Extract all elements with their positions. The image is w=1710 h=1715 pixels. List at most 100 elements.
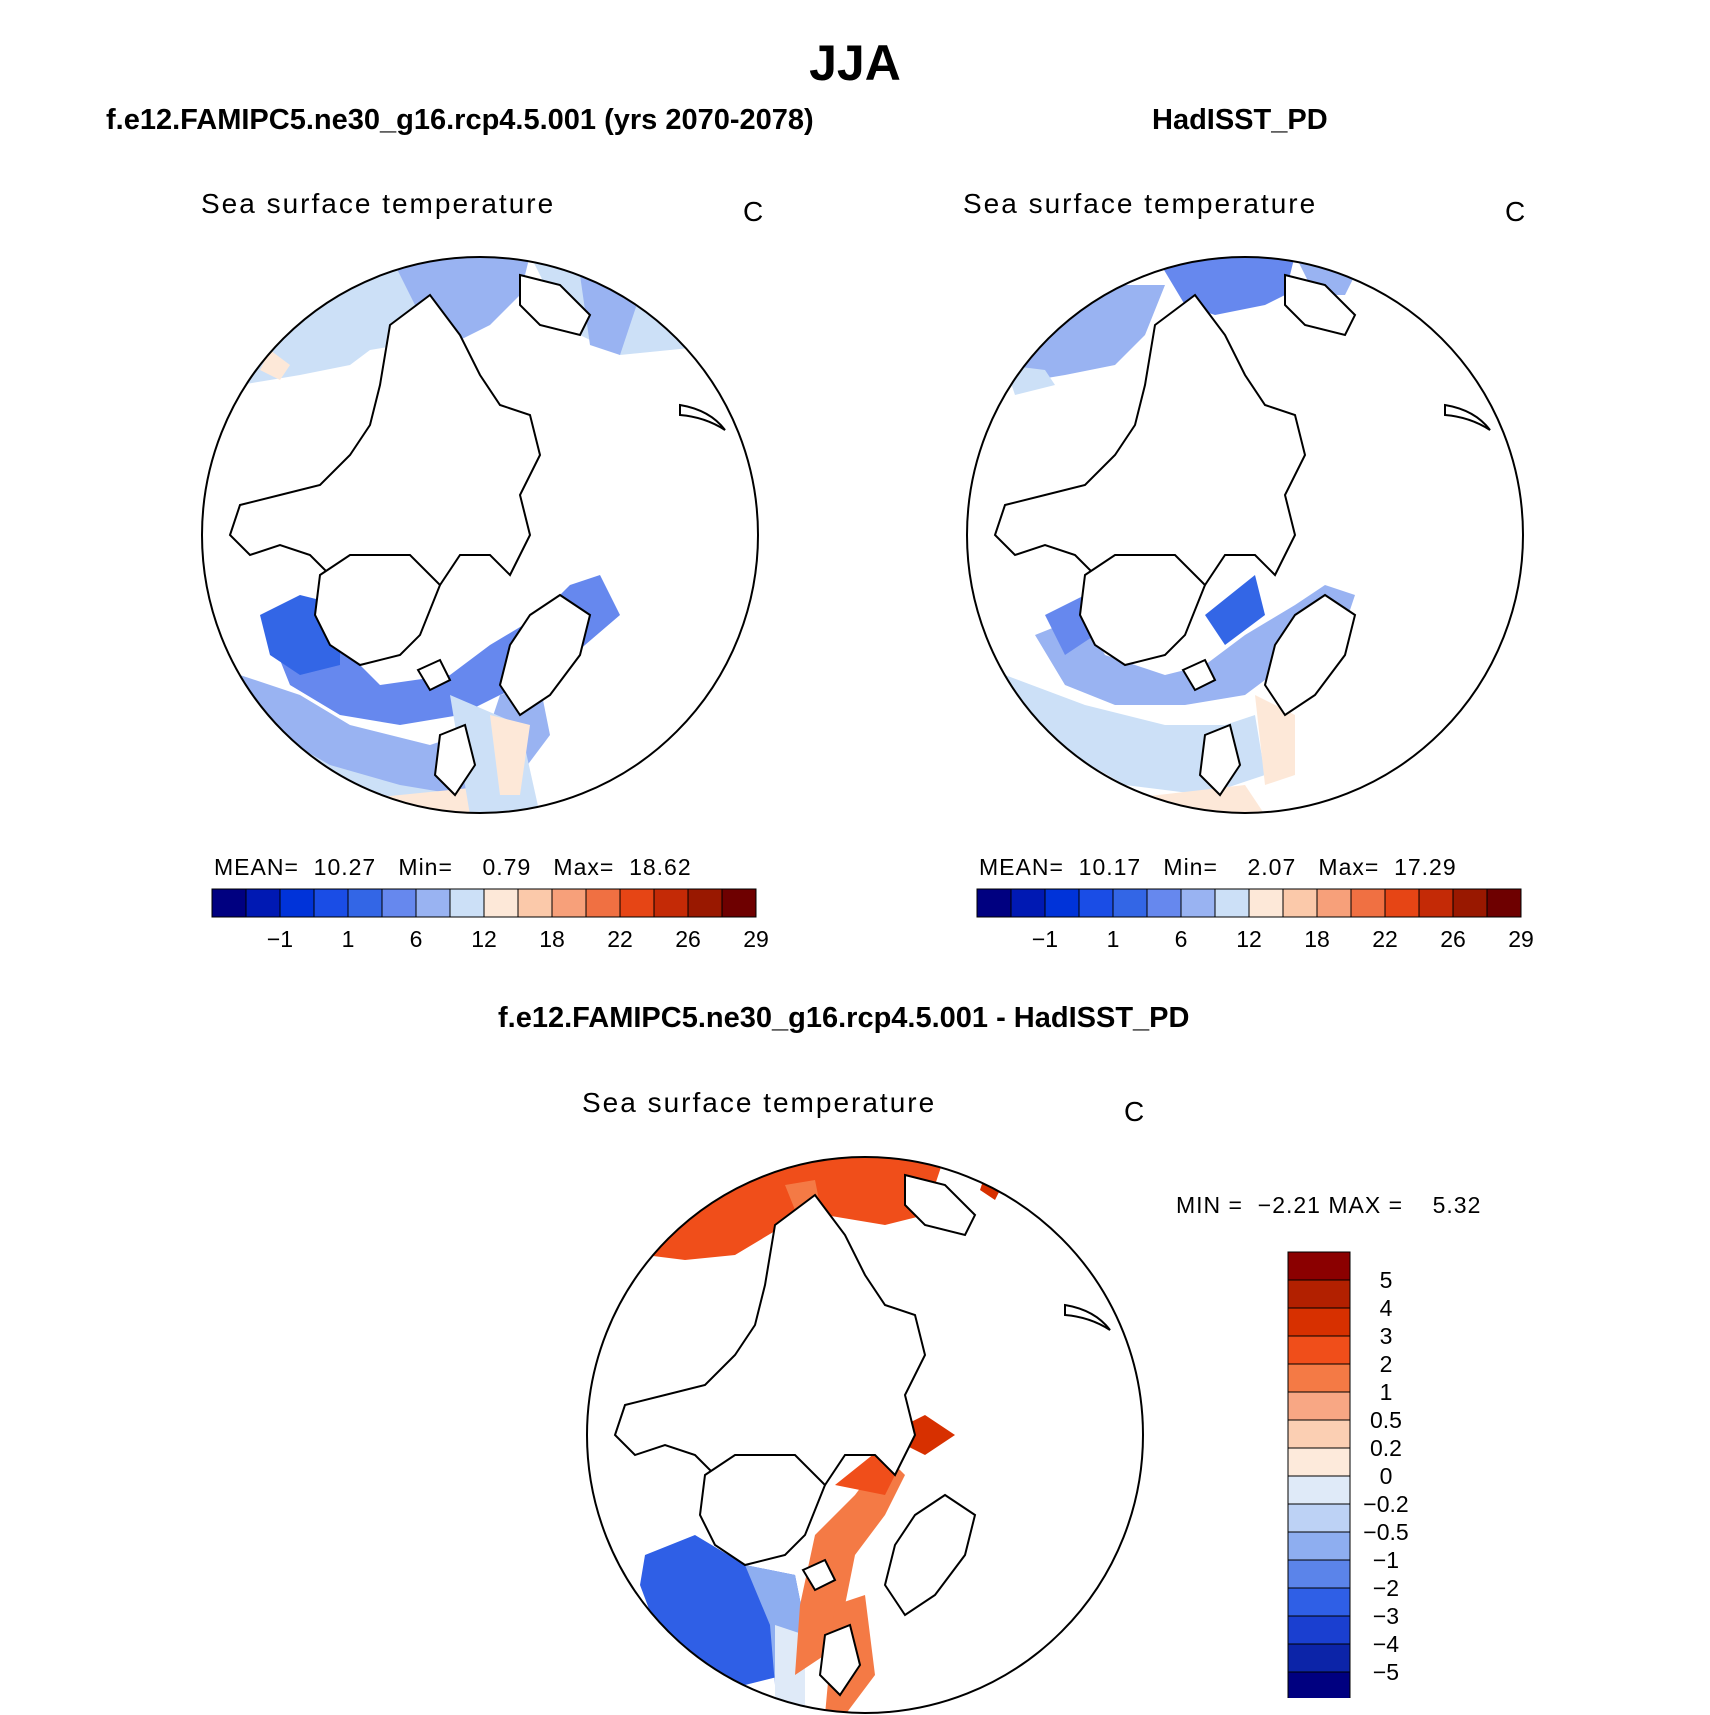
diff-land-british-isles — [818, 1623, 862, 1697]
colorbar-cell — [1350, 888, 1386, 918]
diff-land-greenland — [698, 1454, 827, 1567]
colorbar-cell — [1418, 888, 1454, 918]
model-polar-map — [201, 256, 759, 814]
colorbar-cell — [449, 888, 485, 918]
colorbar-cell — [1287, 1559, 1351, 1589]
diff-warm-nordic-seas — [795, 1455, 905, 1675]
model-land-greenland — [313, 554, 442, 667]
diff-case-title: f.e12.FAMIPC5.ne30_g16.rcp4.5.001 - HadI… — [498, 1002, 1190, 1034]
colorbar-cell — [1287, 1419, 1351, 1449]
colorbar-cell — [347, 888, 383, 918]
figure-title: JJA — [809, 35, 901, 91]
colorbar-cell — [1287, 1531, 1351, 1561]
colorbar-cell — [381, 888, 417, 918]
colorbar-tick-label: 26 — [1440, 926, 1466, 952]
model-mean-value: 10.27 — [313, 854, 377, 880]
colorbar-tick-label: −0.2 — [1363, 1491, 1408, 1517]
colorbar-cell — [1010, 888, 1046, 918]
colorbar-tick-label: −4 — [1373, 1631, 1399, 1657]
obs-land-greenland — [1078, 554, 1207, 667]
colorbar-cell — [721, 888, 757, 918]
colorbar-cell — [653, 888, 689, 918]
colorbar-cell — [1287, 1363, 1351, 1393]
obs-polar-map — [966, 256, 1524, 814]
colorbar-tick-label: 6 — [1175, 926, 1188, 952]
colorbar-tick-label: −0.5 — [1363, 1519, 1408, 1545]
colorbar-cell — [1287, 1307, 1351, 1337]
colorbar-cell — [1287, 1447, 1351, 1477]
colorbar-tick-label: −1 — [1032, 926, 1058, 952]
colorbar-cell — [687, 888, 723, 918]
diff-polar-map — [586, 1156, 1144, 1714]
colorbar-tick-label: 18 — [1304, 926, 1330, 952]
obs-land-british-isles — [1198, 723, 1242, 797]
model-mean-label: MEAN= — [214, 854, 299, 880]
colorbar-cell — [1078, 888, 1114, 918]
colorbar-cell — [279, 888, 315, 918]
colorbar-cell — [483, 888, 519, 918]
colorbar-tick-label: 1 — [342, 926, 355, 952]
model-map-border — [201, 256, 759, 814]
colorbar-tick-label: 22 — [607, 926, 633, 952]
colorbar-cell — [415, 888, 451, 918]
colorbar-cell — [1287, 1251, 1351, 1281]
diff-min-label: MIN = — [1176, 1192, 1243, 1218]
colorbar-tick-label: 4 — [1380, 1295, 1393, 1321]
colorbar-tick-label: 5 — [1380, 1267, 1393, 1293]
colorbar-cell — [1287, 1503, 1351, 1533]
colorbar-tick-label: 3 — [1380, 1323, 1393, 1349]
colorbar-cell — [1214, 888, 1250, 918]
colorbar-tick-label: 0.2 — [1370, 1435, 1402, 1461]
colorbar-cell — [245, 888, 281, 918]
colorbar-cell — [1287, 1279, 1351, 1309]
colorbar-cell — [517, 888, 553, 918]
colorbar-tick-label: −3 — [1373, 1603, 1399, 1629]
diff-land-scandinavia — [883, 1493, 977, 1617]
colorbar-cell — [976, 888, 1012, 918]
colorbar-cell — [1146, 888, 1182, 918]
colorbar-cell — [1044, 888, 1080, 918]
colorbar-tick-label: 29 — [1508, 926, 1534, 952]
colorbar-tick-label: 22 — [1372, 926, 1398, 952]
colorbar-cell — [1287, 1475, 1351, 1505]
colorbar-cell — [1316, 888, 1352, 918]
colorbar-tick-label: −1 — [1373, 1547, 1399, 1573]
colorbar-cell — [1248, 888, 1284, 918]
model-stats: MEAN= 10.27 Min= 0.79 Max= 18.62 — [214, 854, 692, 881]
obs-variable-label: Sea surface temperature — [963, 188, 1318, 219]
obs-max-label: Max= — [1318, 854, 1380, 880]
obs-stats: MEAN= 10.17 Min= 2.07 Max= 17.29 — [979, 854, 1457, 881]
obs-sst-north-atlantic — [1035, 585, 1355, 705]
model-colorbar: −1 1 6 12 18 22 26 29 — [211, 888, 769, 952]
colorbar-tick-label: 1 — [1380, 1379, 1393, 1405]
colorbar-tick-label: 18 — [539, 926, 565, 952]
colorbar-tick-label: −1 — [267, 926, 293, 952]
model-land-iceland — [416, 658, 452, 692]
obs-land-iceland — [1181, 658, 1217, 692]
model-sst-north-atlantic — [270, 575, 620, 725]
diff-min-value: −2.21 — [1257, 1192, 1321, 1218]
colorbar-tick-label: 1 — [1107, 926, 1120, 952]
colorbar-cell — [1486, 888, 1522, 918]
colorbar-tick-label: 2 — [1380, 1351, 1393, 1377]
colorbar-cell — [585, 888, 621, 918]
colorbar-tick-label: 26 — [675, 926, 701, 952]
obs-min-value: 2.07 — [1247, 854, 1297, 880]
colorbar-tick-label: 6 — [410, 926, 423, 952]
colorbar-cell — [1180, 888, 1216, 918]
model-units-label: C — [743, 196, 764, 227]
model-variable-label: Sea surface temperature — [201, 188, 556, 219]
model-land-british-isles — [433, 723, 477, 797]
colorbar-tick-label: 12 — [471, 926, 497, 952]
obs-colorbar: −1 1 6 12 18 22 26 29 — [976, 888, 1534, 952]
diff-max-label: MAX = — [1328, 1192, 1404, 1218]
diff-warm-barents-sea — [885, 1415, 955, 1455]
colorbar-cell — [1384, 888, 1420, 918]
obs-units-label: C — [1505, 196, 1526, 227]
diff-units-label: C — [1124, 1096, 1145, 1127]
obs-mean-label: MEAN= — [979, 854, 1064, 880]
colorbar-tick-label: −2 — [1373, 1575, 1399, 1601]
obs-land-scandinavia — [1263, 593, 1357, 717]
diff-stats: MIN = −2.21 MAX = 5.32 — [1176, 1192, 1481, 1219]
colorbar-cell — [619, 888, 655, 918]
